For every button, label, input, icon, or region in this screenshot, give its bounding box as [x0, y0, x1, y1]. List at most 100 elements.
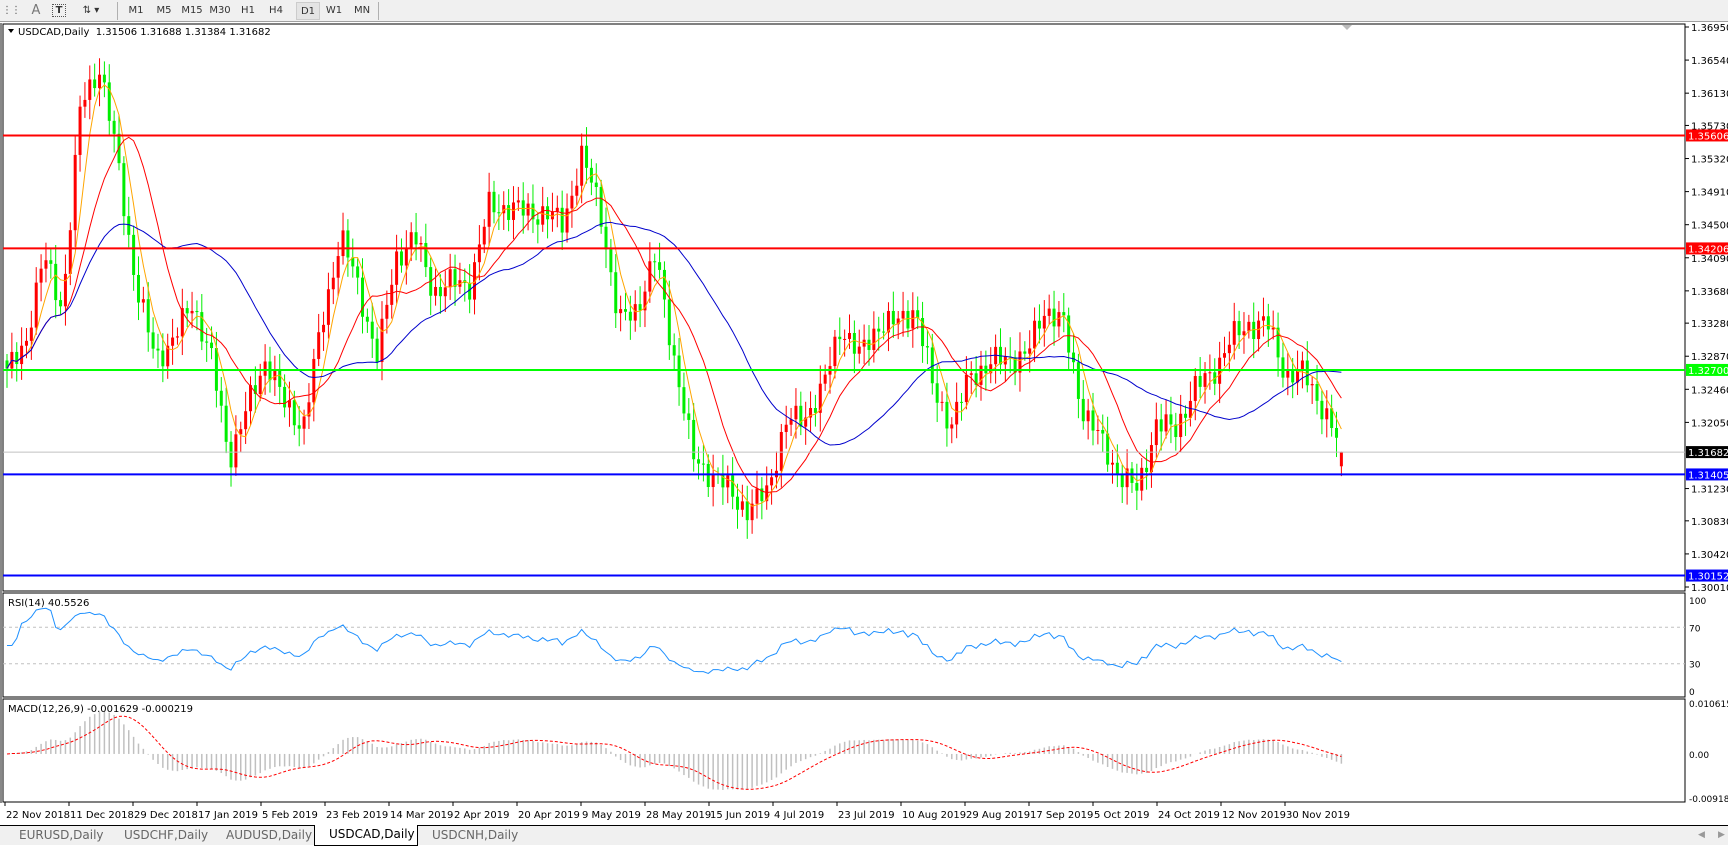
candle-body [731, 475, 735, 497]
candle [516, 186, 520, 211]
tab-usdchf[interactable]: USDCHF,Daily [124, 828, 209, 842]
price-tick-label: 1.31230 [1691, 485, 1728, 496]
candle-body [166, 345, 170, 367]
candle-body [1149, 445, 1153, 473]
candle-body [692, 419, 696, 460]
candle [692, 403, 696, 472]
candle-body [779, 431, 783, 471]
candle [1291, 357, 1295, 399]
candle [1184, 405, 1188, 436]
candle [511, 186, 515, 240]
timeframe-m5[interactable]: M5 [156, 5, 172, 16]
candle [575, 168, 579, 206]
arrows-icon[interactable]: ⇅ ▾ [82, 5, 100, 16]
candle [745, 485, 749, 539]
timeframe-m15[interactable]: M15 [181, 5, 203, 16]
candle [921, 301, 925, 363]
tab-usdcnh[interactable]: USDCNH,Daily [432, 828, 519, 842]
candle-body [263, 361, 267, 376]
timeframe-m30[interactable]: M30 [209, 5, 231, 16]
candle-body [68, 230, 72, 274]
candle [930, 333, 934, 395]
rsi-label: RSI(14) 40.5526 [8, 598, 89, 609]
timeframe-h1[interactable]: H1 [241, 5, 255, 16]
candle [34, 267, 38, 335]
candle-body [852, 333, 856, 354]
text-icon[interactable]: A [31, 3, 41, 18]
candle [414, 212, 418, 261]
grid-icon[interactable]: ⋮⋮ [2, 5, 21, 16]
time-tick-label: 4 Jul 2019 [774, 810, 824, 821]
timeframe-mn[interactable]: MN [353, 5, 371, 16]
candle [687, 398, 691, 440]
candle [453, 254, 457, 306]
candle [750, 489, 754, 534]
macd-tick-label: -0.009181 [1689, 795, 1728, 805]
candle-body [185, 308, 189, 314]
candle [862, 324, 866, 365]
candle-body [1291, 370, 1295, 383]
candle-body [662, 269, 666, 300]
candle-body [1033, 320, 1037, 349]
candle-body [1286, 370, 1290, 378]
chart-area[interactable]: 1.36950 1.36540 1.36130 1.35730 1.35320 1.349… [0, 22, 1728, 825]
candle [1325, 390, 1329, 438]
candle [643, 280, 647, 328]
candle-body [34, 282, 38, 328]
left-border [0, 23, 2, 803]
scroll-right-icon[interactable]: ▶ [1718, 830, 1725, 840]
candle-body [107, 82, 111, 121]
candle [736, 483, 739, 529]
time-tick-label: 9 May 2019 [582, 810, 641, 821]
price-tick-label: 1.36130 [1691, 89, 1728, 100]
tab-usdcad[interactable]: USDCAD,Daily [314, 825, 418, 846]
candle-body [468, 282, 472, 300]
tab-audusd[interactable]: AUDUSD,Daily [226, 828, 313, 842]
timeframe-h4[interactable]: H4 [269, 5, 283, 16]
text-label-icon[interactable]: T [52, 4, 66, 17]
candle [560, 190, 564, 251]
candle-body [706, 463, 710, 488]
time-tick-label: 11 Dec 2018 [70, 810, 134, 821]
candle [273, 355, 277, 396]
candle-body [1062, 312, 1066, 316]
candle-body [448, 269, 452, 288]
candle-body [857, 346, 861, 354]
candle-body [336, 256, 340, 278]
candle [1305, 341, 1309, 393]
candle [146, 282, 150, 352]
candle-body [487, 191, 491, 227]
scroll-left-icon[interactable]: ◀ [1698, 830, 1705, 840]
bid-price-tag [1686, 446, 1728, 459]
candle-body [1086, 410, 1090, 422]
candle-body [585, 145, 589, 168]
candle [175, 327, 179, 345]
timeframe-d1[interactable]: D1 [296, 2, 320, 20]
candle [1223, 336, 1226, 367]
candle [740, 484, 744, 517]
collapse-triangle-icon[interactable] [8, 29, 14, 33]
candle-body [516, 200, 520, 203]
time-tick-label: 28 May 2019 [646, 810, 711, 821]
candle [789, 408, 793, 437]
candle [940, 391, 944, 412]
macd-label: MACD(12,26,9) -0.001629 -0.000219 [8, 704, 193, 715]
price-tick-label: 1.30830 [1691, 517, 1728, 528]
candle [726, 465, 730, 504]
candle [219, 377, 223, 423]
candle [78, 95, 82, 172]
candle-body [1125, 468, 1129, 488]
candle-body [356, 266, 360, 278]
candle-body [736, 496, 739, 510]
candle-body [1110, 462, 1114, 465]
candle [1115, 444, 1119, 488]
timeframe-w1[interactable]: W1 [325, 5, 343, 16]
candle [711, 454, 715, 507]
candle [974, 356, 978, 398]
tab-eurusd[interactable]: EURUSD,Daily [19, 828, 104, 842]
candle-body [20, 345, 24, 365]
candle-body [239, 429, 243, 435]
candle-body [770, 477, 774, 486]
chart-shift-marker-icon[interactable] [1342, 25, 1352, 30]
timeframe-m1[interactable]: M1 [128, 5, 144, 16]
